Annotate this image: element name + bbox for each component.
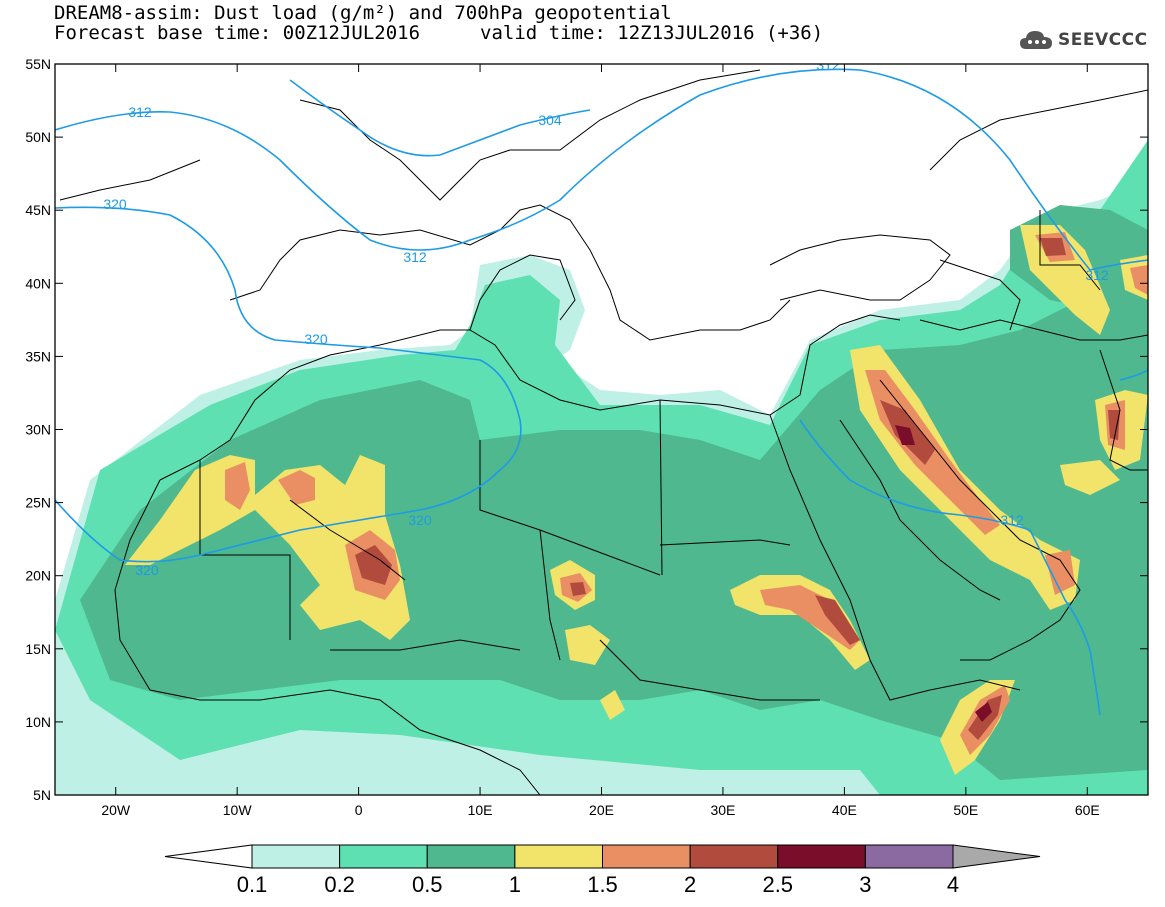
contour-label-312-a: 312	[128, 104, 152, 120]
lat-label: 45N	[25, 202, 51, 218]
valid-time: valid time: 12Z13JUL2016 (+36)	[480, 22, 824, 44]
contour-label-312-e: 312	[1000, 512, 1024, 528]
lat-label: 15N	[25, 641, 51, 657]
latitude-axis: 55N 50N 45N 40N 35N 30N 25N 20N 15N 10N 5N	[25, 56, 1148, 803]
colorbar-swatch	[514, 844, 603, 869]
map-title: DREAM8-assim: Dust load (g/m²) and 700hP…	[54, 2, 672, 24]
lat-label: 50N	[25, 129, 51, 145]
colorbar-under-triangle	[164, 844, 253, 869]
lon-label: 50E	[953, 802, 978, 818]
lat-label: 35N	[25, 348, 51, 364]
contour-label-312-c: 312	[816, 57, 840, 73]
lon-label: 40E	[832, 802, 857, 818]
lat-label: 20N	[25, 568, 51, 584]
colorbar-swatch	[251, 844, 341, 869]
colorbar-over-triangle	[952, 844, 1041, 869]
lon-label: 20E	[589, 802, 614, 818]
colorbar-swatch	[777, 844, 866, 869]
seevccc-logo: SEEVCCC	[1018, 26, 1148, 54]
contour-label-320-b: 320	[304, 331, 328, 347]
lat-label: 5N	[33, 787, 51, 803]
contour-label-320-a: 320	[103, 196, 127, 212]
colorbar-label: 1.5	[587, 872, 618, 897]
colorbar-label: 2.5	[762, 872, 793, 897]
logo-text: SEEVCCC	[1058, 30, 1148, 50]
longitude-axis: 20W 10W 0 10E 20E 30E 40E 50E 60E	[101, 64, 1100, 818]
colorbar-label: 2	[684, 872, 696, 897]
colorbar-swatch	[689, 844, 779, 869]
forecast-base-time: Forecast base time: 00Z12JUL2016	[54, 22, 421, 44]
colorbar-swatch	[339, 844, 428, 869]
colorbar-label: 0.2	[324, 872, 355, 897]
colorbar-label: 3	[859, 872, 871, 897]
lon-label: 10E	[468, 802, 493, 818]
contour-label-320-c: 320	[408, 512, 432, 528]
colorbar-swatch	[602, 844, 691, 869]
contour-label-304: 304	[538, 112, 562, 128]
colorbar-label: 4	[947, 872, 959, 897]
colorbar-label: 0.5	[412, 872, 443, 897]
lon-label: 20W	[101, 802, 131, 818]
contour-label-320-d: 320	[135, 562, 159, 578]
contour-labels: 312 312 312 312 312 320 320 320 320 304	[103, 57, 1109, 578]
lat-label: 40N	[25, 275, 51, 291]
coastlines	[59, 69, 1148, 795]
lon-label: 10W	[223, 802, 253, 818]
map-plot-area: 312 312 312 312 312 320 320 320 320 304	[55, 57, 1148, 795]
colorbar-swatch	[426, 844, 516, 869]
lon-label: 0	[355, 802, 363, 818]
colorbar-swatch	[864, 844, 954, 869]
contour-label-312-b: 312	[403, 249, 427, 265]
colorbar-label: 0.1	[237, 872, 268, 897]
lon-label: 30E	[710, 802, 735, 818]
lat-label: 25N	[25, 495, 51, 511]
dust-layer-max	[895, 425, 992, 722]
lon-label: 60E	[1075, 802, 1100, 818]
lat-label: 55N	[25, 56, 51, 72]
lat-label: 30N	[25, 422, 51, 438]
geopotential-contours	[55, 68, 1148, 716]
contour-label-312-d: 312	[1085, 267, 1109, 283]
colorbar-label: 1	[509, 872, 521, 897]
colorbar: 0.1 0.2 0.5 1 1.5 2 2.5 3 4	[164, 844, 1041, 897]
lat-label: 10N	[25, 714, 51, 730]
cloud-icon	[1020, 31, 1052, 49]
